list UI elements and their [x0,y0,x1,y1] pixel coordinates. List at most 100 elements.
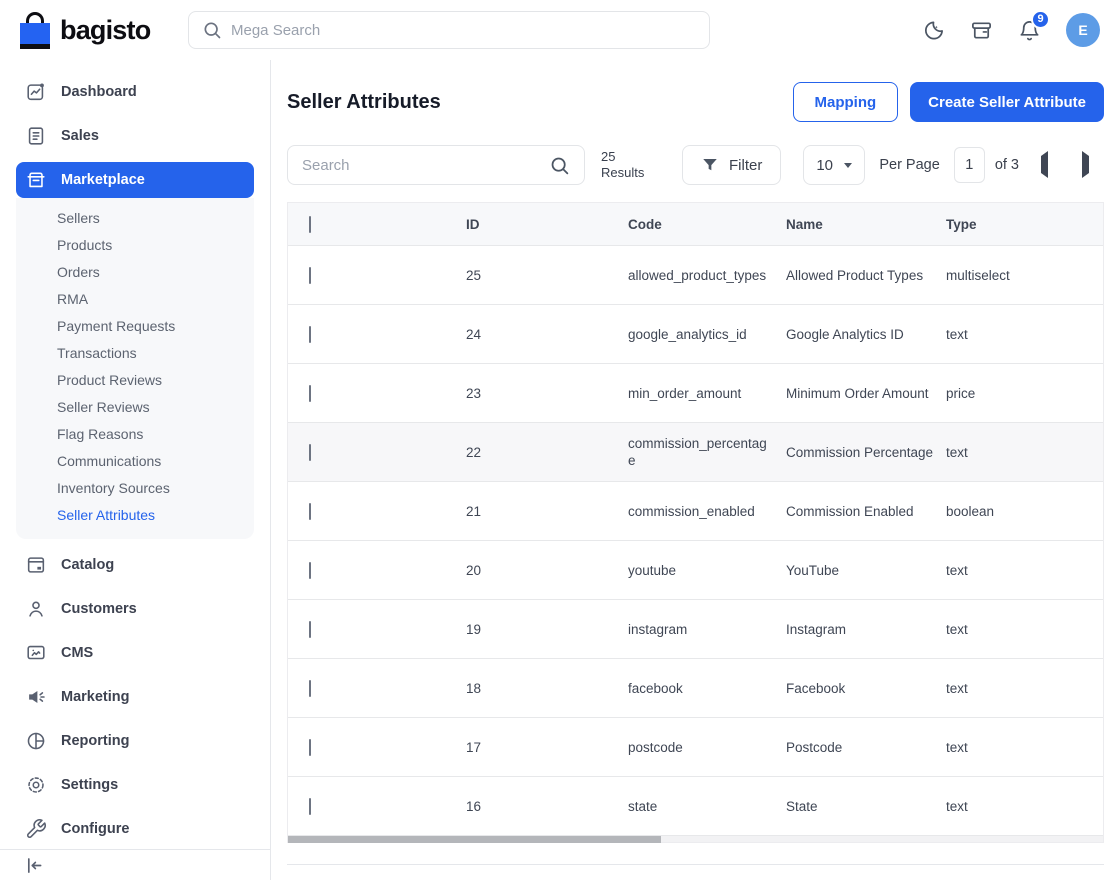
cell-name: Facebook [786,680,846,696]
sidebar-item-sales[interactable]: Sales [16,118,254,154]
main-content: Seller Attributes Mapping Create Seller … [271,60,1120,880]
submenu-item-flag-reasons[interactable]: Flag Reasons [57,426,144,442]
cell-type: text [946,739,968,755]
arrow-right-icon [1082,151,1089,178]
submenu-item-products[interactable]: Products [57,237,113,253]
next-page-button[interactable] [1078,151,1093,178]
sidebar-item-catalog[interactable]: Catalog [16,547,254,583]
sidebar-item-dashboard[interactable]: Dashboard [16,74,254,110]
table-row[interactable]: 18 facebook Facebook text [288,659,1103,718]
cell-id: 25 [466,267,482,283]
cell-type: text [946,562,968,578]
cell-id: 23 [466,385,482,401]
table-row[interactable]: 20 youtube YouTube text [288,541,1103,600]
cell-name: Instagram [786,621,847,637]
table-row[interactable]: 19 instagram Instagram text [288,600,1103,659]
mega-search-input[interactable] [231,21,696,39]
submenu-item-inventory-sources[interactable]: Inventory Sources [57,480,170,496]
sidebar-item-label: CMS [61,645,94,661]
row-checkbox[interactable] [309,325,311,343]
row-checkbox[interactable] [309,797,311,815]
table-search-input[interactable] [302,156,549,174]
sidebar-item-marketing[interactable]: Marketing [16,679,254,715]
cell-id: 24 [466,326,482,342]
submenu-item-sellers[interactable]: Sellers [57,210,100,226]
create-seller-attribute-button[interactable]: Create Seller Attribute [910,82,1104,122]
submenu-item-communications[interactable]: Communications [57,453,162,469]
horizontal-scrollbar[interactable] [288,836,1103,843]
table-row[interactable]: 24 google_analytics_id Google Analytics ID… [288,305,1103,364]
sidebar-item-customers[interactable]: Customers [16,591,254,627]
submenu-item-rma[interactable]: RMA [57,291,89,307]
submenu-item-seller-attributes[interactable]: Seller Attributes [57,507,156,523]
submenu-item-transactions[interactable]: Transactions [57,345,137,361]
cell-type: text [946,680,968,696]
cell-name: Google Analytics ID [786,326,904,342]
table-row[interactable]: 23 min_order_amount Minimum Order Amount pr… [288,364,1103,423]
submenu-item-product-reviews[interactable]: Product Reviews [57,372,163,388]
cell-code: google_analytics_id [628,326,747,342]
cell-name: Postcode [786,739,843,755]
cell-type: text [946,621,968,637]
cell-name: Commission Enabled [786,503,914,519]
row-checkbox[interactable] [309,620,311,638]
row-checkbox[interactable] [309,502,311,520]
cell-name: YouTube [786,562,840,578]
table-row[interactable]: 21 commission_enabled Commission Enabled bo… [288,482,1103,541]
submenu-item-orders[interactable]: Orders [57,264,100,280]
bagisto-logo[interactable]: bagisto [20,11,178,49]
sidebar-item-configure[interactable]: Configure [16,811,254,847]
cell-type: multiselect [946,267,1010,283]
previous-page-button[interactable] [1037,151,1052,178]
sidebar-item-cms[interactable]: CMS [16,635,254,671]
row-checkbox[interactable] [309,443,311,461]
cell-id: 19 [466,621,482,637]
scrollbar-thumb[interactable] [288,836,661,843]
table-row[interactable]: 16 state State text [288,777,1103,836]
user-avatar[interactable]: E [1066,13,1100,47]
select-all-checkbox[interactable] [309,215,311,233]
cell-name: Commission Percentage [786,444,934,460]
notifications-bell-icon[interactable]: 9 [1018,9,1050,42]
current-page-input[interactable]: 1 [953,147,985,183]
submenu-item-seller-reviews[interactable]: Seller Reviews [57,399,150,415]
store-icon[interactable] [970,19,993,42]
dashboard-icon [25,81,47,103]
cell-code: instagram [628,621,688,637]
per-page-select[interactable]: 10 [803,145,866,185]
row-checkbox[interactable] [309,738,311,756]
per-page-label: Per Page [879,157,940,173]
sidebar-item-settings[interactable]: Settings [16,767,254,803]
sidebar-item-reporting[interactable]: Reporting [16,723,254,759]
row-checkbox[interactable] [309,266,311,284]
submenu-item-payment-requests[interactable]: Payment Requests [57,318,176,334]
row-checkbox[interactable] [309,561,311,579]
row-checkbox[interactable] [309,384,311,402]
cell-id: 22 [466,444,482,460]
mega-search-box[interactable] [188,11,710,49]
table-row[interactable]: 17 postcode Postcode text [288,718,1103,777]
cell-code: min_order_amount [628,385,742,401]
sidebar-item-marketplace[interactable]: Marketplace [16,162,254,198]
cell-code: youtube [628,562,677,578]
table-search-box[interactable] [287,145,585,185]
sidebar-item-label: Customers [61,601,137,617]
settings-icon [25,774,47,796]
cell-code: commission_enabled [628,503,755,519]
results-count: 25 Results [601,149,645,180]
table-row[interactable]: 22 commission_percentage Commission Percen… [288,423,1103,482]
page-title: Seller Attributes [287,90,441,113]
dark-mode-icon[interactable] [922,19,945,42]
cell-code: facebook [628,680,683,696]
collapse-sidebar-button[interactable] [0,849,270,880]
filter-button[interactable]: Filter [682,145,782,185]
mapping-button[interactable]: Mapping [792,82,899,122]
sales-icon [25,125,47,147]
row-checkbox[interactable] [309,679,311,697]
sidebar-item-label: Configure [61,821,130,837]
cell-name: State [786,798,818,814]
cell-name: Minimum Order Amount [786,385,929,401]
table-row[interactable]: 25 allowed_product_types Allowed Product T… [288,246,1103,305]
filter-funnel-icon [701,156,719,174]
table-header-row: ID Code Name Type [288,203,1103,246]
